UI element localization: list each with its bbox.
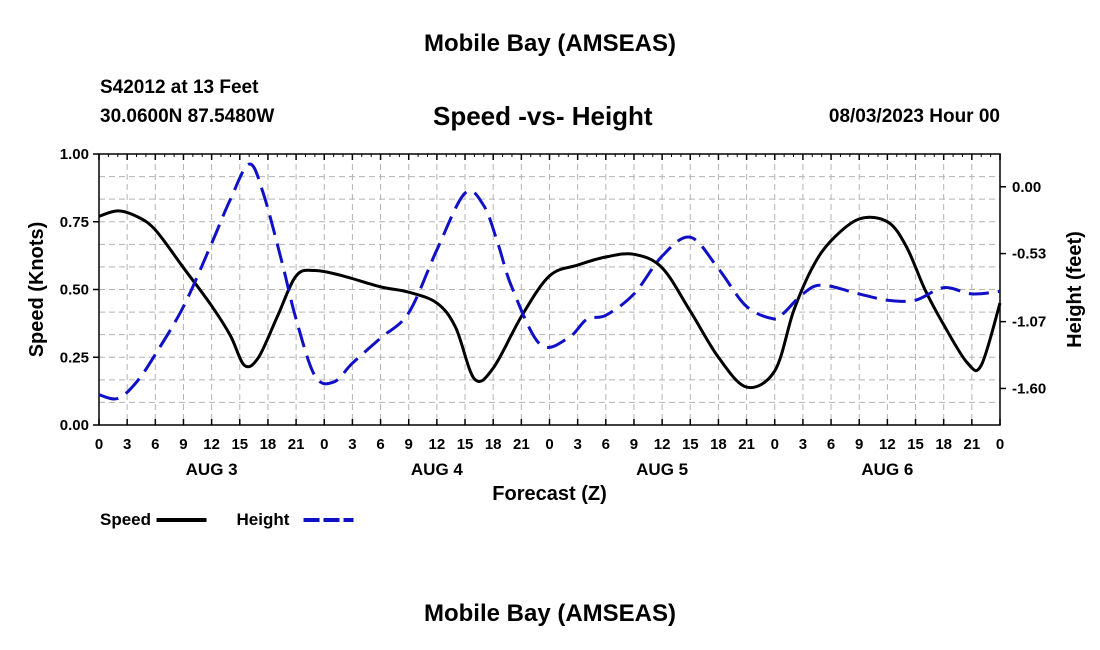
x-tick-label: 12 (879, 436, 896, 453)
x-tick-label: 21 (513, 436, 530, 453)
x-tick-label: 18 (710, 436, 727, 453)
x-tick-label: 21 (738, 436, 755, 453)
x-tick-label: 0 (771, 436, 779, 453)
day-label: AUG 6 (861, 460, 913, 479)
x-tick-label: 15 (457, 436, 474, 453)
x-tick-label: 9 (630, 436, 638, 453)
x-tick-label: 18 (260, 436, 277, 453)
chart-title-repeat: Mobile Bay (AMSEAS) (423, 600, 677, 627)
legend-label-height: Height (237, 510, 290, 529)
x-tick-label: 6 (151, 436, 159, 453)
axis-ticks: 0 3 6 9 12 15 18 21 0 3 6 9 12 15 18 21 0 3 6 9 12 15 18 21 0 3 6 9… (60, 146, 1046, 479)
chart-subtitle: Speed -vs- Height (433, 101, 653, 131)
x-tick-label: 0 (545, 436, 553, 453)
x-tick-label: 9 (405, 436, 413, 453)
series-line-height (98, 162, 1001, 401)
station-coordinates: 30.0600N 87.5480W (100, 106, 275, 127)
y-tick-label: 0.00 (60, 417, 89, 434)
x-tick-label: 6 (827, 436, 835, 453)
chart-legend: Speed Height (100, 510, 354, 529)
x-tick-label: 9 (179, 436, 187, 453)
y-axis-label: Speed (Knots) (26, 222, 48, 358)
x-tick-label: 12 (654, 436, 671, 453)
station-label: S42012 at 13 Feet (100, 77, 259, 98)
x-tick-label: 15 (231, 436, 248, 453)
x-tick-label: 15 (682, 436, 699, 453)
x-tick-label: 12 (203, 436, 220, 453)
y-tick-label: 0.75 (60, 214, 89, 231)
series-line-speed (98, 209, 1002, 390)
y-tick-label: 0.25 (60, 349, 89, 366)
y2-tick-label: -1.60 (1012, 380, 1046, 397)
day-label: AUG 4 (411, 460, 464, 479)
x-tick-label: 21 (288, 436, 305, 453)
x-tick-label: 18 (935, 436, 952, 453)
day-label: AUG 5 (636, 460, 688, 479)
x-tick-label: 9 (855, 436, 863, 453)
y-tick-label: 1.00 (60, 146, 89, 163)
x-tick-label: 3 (348, 436, 356, 453)
x-tick-label: 3 (799, 436, 807, 453)
legend-label-speed: Speed (100, 510, 151, 529)
y2-tick-label: -0.53 (1012, 246, 1046, 263)
forecast-datetime: 08/03/2023 Hour 00 (828, 106, 1000, 127)
y2-tick-label: 0.00 (1012, 179, 1041, 196)
x-tick-label: 0 (996, 436, 1004, 453)
chart-series (98, 162, 1002, 401)
x-tick-label: 0 (320, 436, 328, 453)
x-tick-label: 0 (95, 436, 103, 453)
y-tick-label: 0.50 (60, 282, 89, 299)
y2-axis-label: Height (feet) (1064, 231, 1086, 348)
x-axis-label: Forecast (Z) (492, 483, 606, 505)
x-tick-label: 15 (907, 436, 924, 453)
x-tick-label: 21 (964, 436, 981, 453)
x-tick-label: 6 (602, 436, 610, 453)
chart-grid (99, 154, 1000, 425)
chart-title: Mobile Bay (AMSEAS) (423, 30, 677, 57)
x-tick-label: 6 (376, 436, 384, 453)
x-tick-label: 3 (573, 436, 581, 453)
y2-tick-label: -1.07 (1012, 314, 1046, 331)
x-tick-label: 3 (123, 436, 131, 453)
x-tick-label: 18 (485, 436, 502, 453)
day-label: AUG 3 (186, 460, 238, 479)
x-tick-label: 12 (429, 436, 446, 453)
